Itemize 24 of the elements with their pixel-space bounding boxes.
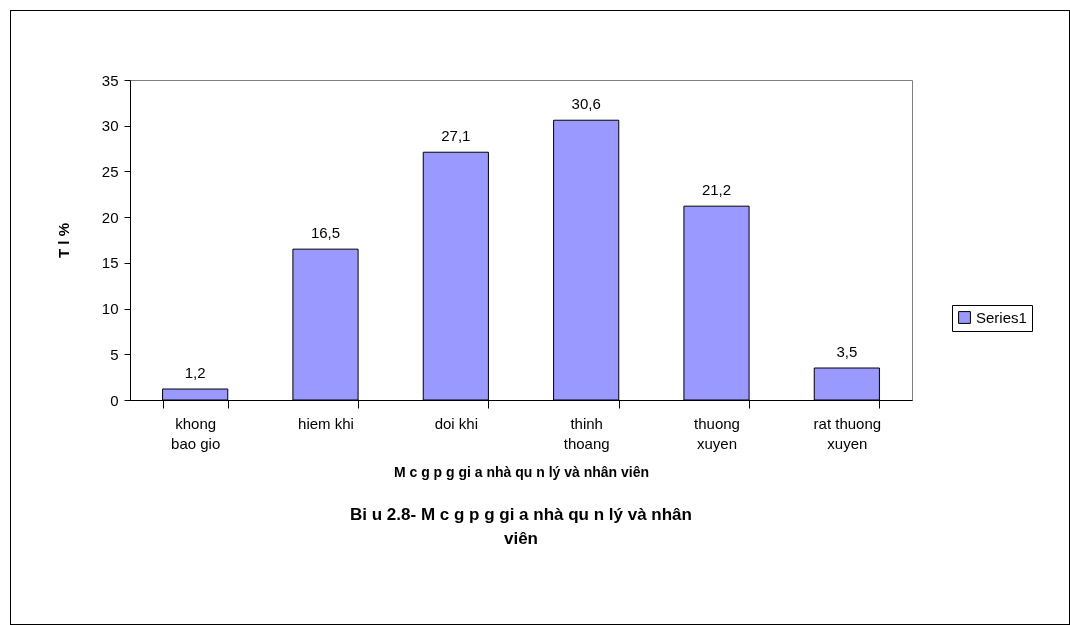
y-axis-title: T l % bbox=[54, 222, 72, 259]
text: 16,5 bbox=[310, 224, 341, 242]
text: 1,2 bbox=[184, 364, 206, 382]
x-tick-label: thinh thoang bbox=[563, 414, 610, 452]
y-tick-label: 15 bbox=[101, 254, 119, 272]
text: 30,6 bbox=[571, 95, 601, 113]
y-tick-label: 35 bbox=[101, 71, 119, 89]
x-tick-label: khong bao gio bbox=[171, 414, 221, 452]
y-tick-label: 20 bbox=[101, 208, 119, 226]
y-tick-label: 10 bbox=[101, 300, 119, 318]
x-tick-label: thuong xuyen bbox=[694, 414, 740, 452]
x-tick-label: hiem khi bbox=[298, 414, 354, 432]
x-tick-label: doi khi bbox=[434, 414, 479, 432]
text: 21,2 bbox=[701, 181, 732, 199]
y-tick-label: 0 bbox=[110, 391, 119, 409]
legend-label: Series1 bbox=[976, 308, 1027, 326]
text: 27,1 bbox=[441, 127, 471, 145]
x-tick-label: rat thuong xuyen bbox=[813, 414, 882, 452]
y-tick-label: 25 bbox=[101, 162, 119, 180]
y-tick-label: 30 bbox=[101, 117, 119, 135]
text: 3,5 bbox=[836, 343, 858, 360]
text: Bi u 2.8- M c g p g gi a nhà qu n lý và nhân viên bbox=[350, 505, 692, 548]
x-axis-title: M c g p g gi a nhà qu n lý và nhân viên bbox=[393, 463, 650, 480]
y-tick-label: 5 bbox=[110, 345, 119, 363]
